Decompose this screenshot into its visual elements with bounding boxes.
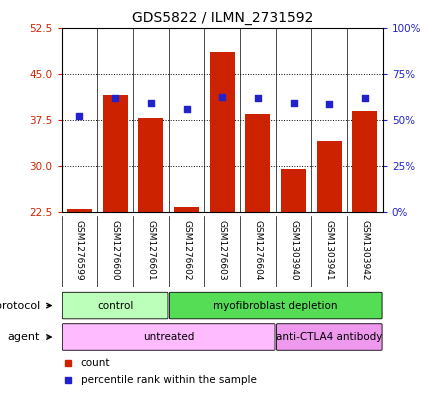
Text: myofibroblast depletion: myofibroblast depletion bbox=[213, 301, 338, 310]
Text: untreated: untreated bbox=[143, 332, 194, 342]
Text: control: control bbox=[97, 301, 133, 310]
FancyBboxPatch shape bbox=[62, 292, 168, 319]
Text: GSM1303942: GSM1303942 bbox=[360, 220, 370, 280]
Text: count: count bbox=[81, 358, 110, 367]
Point bbox=[76, 113, 83, 119]
Point bbox=[326, 101, 333, 107]
Text: GSM1276602: GSM1276602 bbox=[182, 220, 191, 280]
Text: agent: agent bbox=[7, 332, 40, 342]
Bar bbox=[138, 118, 163, 212]
Bar bbox=[67, 209, 92, 212]
Text: anti-CTLA4 antibody: anti-CTLA4 antibody bbox=[276, 332, 382, 342]
Bar bbox=[281, 169, 306, 212]
Text: GSM1303940: GSM1303940 bbox=[289, 220, 298, 280]
Bar bbox=[174, 207, 199, 212]
Point bbox=[183, 106, 190, 112]
Text: GSM1276604: GSM1276604 bbox=[253, 220, 262, 280]
Text: GSM1276603: GSM1276603 bbox=[218, 220, 227, 280]
Bar bbox=[103, 95, 128, 212]
Bar bbox=[352, 111, 378, 212]
Title: GDS5822 / ILMN_2731592: GDS5822 / ILMN_2731592 bbox=[132, 11, 313, 25]
Point bbox=[290, 100, 297, 107]
Bar bbox=[210, 52, 235, 212]
Text: GSM1276601: GSM1276601 bbox=[147, 220, 155, 280]
Point bbox=[147, 100, 154, 107]
Bar bbox=[317, 141, 342, 212]
FancyBboxPatch shape bbox=[169, 292, 382, 319]
Bar bbox=[246, 114, 270, 212]
Text: GSM1276600: GSM1276600 bbox=[110, 220, 120, 280]
Text: protocol: protocol bbox=[0, 301, 40, 310]
Text: GSM1303941: GSM1303941 bbox=[325, 220, 334, 280]
Text: percentile rank within the sample: percentile rank within the sample bbox=[81, 375, 257, 385]
FancyBboxPatch shape bbox=[276, 324, 382, 350]
FancyBboxPatch shape bbox=[62, 324, 275, 350]
Point bbox=[254, 95, 261, 101]
Point bbox=[219, 94, 226, 100]
Text: GSM1276599: GSM1276599 bbox=[75, 220, 84, 280]
Point bbox=[361, 95, 368, 101]
Point bbox=[112, 95, 119, 101]
